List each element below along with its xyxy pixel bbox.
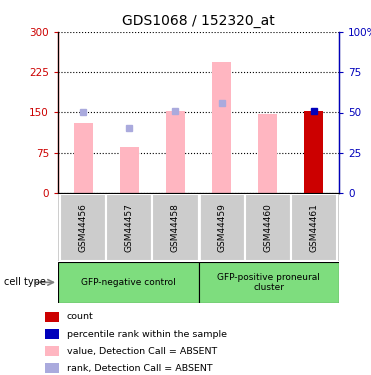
Bar — [106, 194, 152, 261]
Text: GSM44458: GSM44458 — [171, 203, 180, 252]
Text: value, Detection Call = ABSENT: value, Detection Call = ABSENT — [67, 346, 217, 355]
Bar — [45, 363, 59, 373]
Bar — [45, 346, 59, 356]
Text: GSM44460: GSM44460 — [263, 203, 272, 252]
Bar — [305, 111, 323, 193]
Bar — [60, 194, 106, 261]
Bar — [58, 262, 198, 303]
Bar — [198, 262, 339, 303]
Text: GFP-negative control: GFP-negative control — [81, 278, 175, 287]
Text: GFP-positive proneural
cluster: GFP-positive proneural cluster — [217, 273, 320, 292]
Bar — [244, 194, 290, 261]
Text: percentile rank within the sample: percentile rank within the sample — [67, 330, 227, 339]
Bar — [120, 147, 139, 193]
Title: GDS1068 / 152320_at: GDS1068 / 152320_at — [122, 14, 275, 28]
Text: GSM44461: GSM44461 — [309, 203, 318, 252]
Bar — [258, 114, 277, 193]
Bar — [74, 123, 92, 193]
Bar — [212, 62, 231, 193]
Bar — [152, 194, 198, 261]
Text: count: count — [67, 312, 93, 321]
Text: cell type: cell type — [4, 277, 46, 287]
Text: GSM44456: GSM44456 — [79, 203, 88, 252]
Bar — [166, 111, 185, 193]
Text: GSM44457: GSM44457 — [125, 203, 134, 252]
Text: GSM44459: GSM44459 — [217, 203, 226, 252]
Bar — [290, 194, 337, 261]
Text: rank, Detection Call = ABSENT: rank, Detection Call = ABSENT — [67, 364, 213, 373]
Bar — [45, 329, 59, 339]
Bar — [198, 194, 244, 261]
Bar — [45, 312, 59, 322]
